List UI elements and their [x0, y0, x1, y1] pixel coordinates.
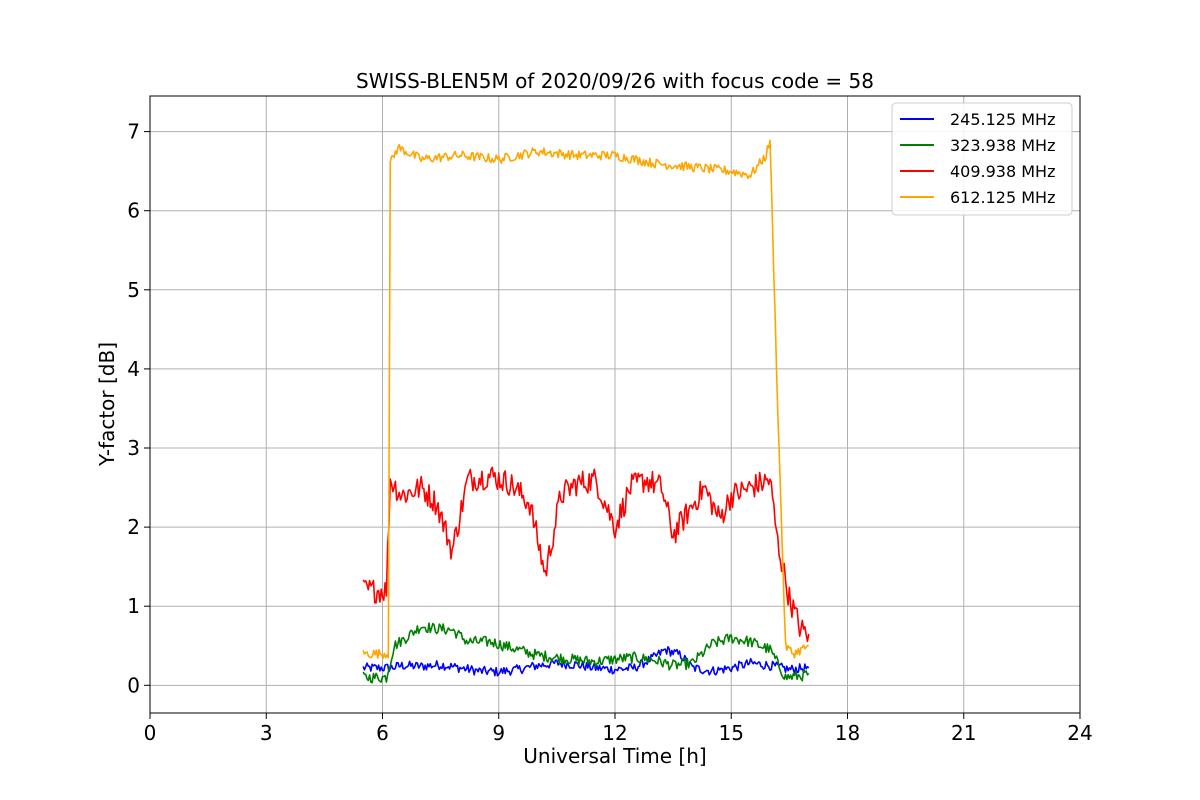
- y-tick-label: 4: [127, 357, 140, 381]
- x-tick-label: 6: [376, 721, 389, 745]
- legend-label: 409.938 MHz: [950, 162, 1055, 181]
- legend-label: 245.125 MHz: [950, 110, 1055, 129]
- y-tick-label: 0: [127, 673, 140, 697]
- y-tick-label: 5: [127, 278, 140, 302]
- legend: 245.125 MHz 323.938 MHz 409.938 MHz 612.125…: [891, 102, 1073, 216]
- x-axis-label: Universal Time [h]: [523, 744, 706, 768]
- x-tick-label: 3: [260, 721, 273, 745]
- series-line-2: [362, 622, 810, 684]
- x-tick-label: 0: [144, 721, 157, 745]
- series-line-4: [362, 139, 809, 660]
- x-tick-label: 12: [602, 721, 627, 745]
- y-axis-label: Y-factor [dB]: [95, 342, 119, 467]
- series-layer: [362, 139, 810, 684]
- series-line-3: [362, 466, 810, 643]
- y-tick-label: 1: [127, 594, 140, 618]
- y-tick-label: 3: [127, 436, 140, 460]
- x-tick-label: 18: [835, 721, 860, 745]
- grid-lines: [149, 96, 1081, 713]
- legend-label: 612.125 MHz: [950, 188, 1055, 207]
- x-tick-label: 15: [719, 721, 744, 745]
- x-tick-label: 9: [492, 721, 505, 745]
- x-axis: 0 3 6 9 12 15 18 21 24: [144, 713, 1093, 745]
- x-tick-label: 21: [951, 721, 976, 745]
- legend-box: [891, 102, 1073, 216]
- chart-title: SWISS-BLEN5M of 2020/09/26 with focus co…: [356, 69, 874, 93]
- y-tick-label: 7: [127, 120, 140, 144]
- x-tick-label: 24: [1067, 721, 1092, 745]
- y-axis: 0 1 2 3 4 5 6 7: [127, 120, 150, 697]
- legend-label: 323.938 MHz: [950, 136, 1055, 155]
- y-tick-label: 6: [127, 199, 140, 223]
- y-tick-label: 2: [127, 515, 140, 539]
- series-line-1: [362, 645, 810, 677]
